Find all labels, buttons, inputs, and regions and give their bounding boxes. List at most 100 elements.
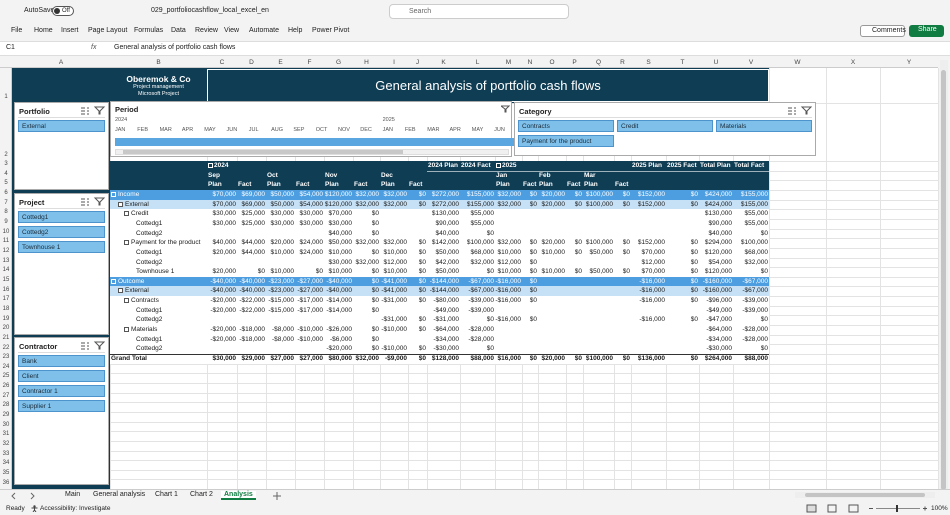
sheet-tab[interactable]: General analysis [93, 491, 146, 498]
ribbon-tab[interactable]: Help [288, 27, 303, 34]
collapse-box[interactable] [111, 191, 116, 197]
slicer-item[interactable]: Payment for the product [518, 135, 614, 147]
row-header[interactable]: 9 [4, 219, 8, 226]
row-header[interactable]: 24 [2, 363, 10, 370]
collapse-box[interactable] [124, 240, 129, 246]
collapse-box[interactable] [496, 163, 501, 168]
zoom-level[interactable]: 100% [931, 505, 948, 512]
row-header[interactable]: 21 [2, 334, 10, 341]
row-header[interactable]: 22 [2, 344, 10, 351]
row-header[interactable]: 1 [4, 93, 8, 100]
timeline-month[interactable]: OCT [315, 127, 328, 133]
timeline-selection[interactable] [115, 138, 515, 146]
column-header[interactable]: F [307, 59, 312, 66]
slicer-item[interactable]: Client [18, 370, 105, 382]
sheet-tab[interactable]: Chart 2 [190, 491, 213, 498]
slicer-controls[interactable] [80, 197, 106, 206]
row-header[interactable]: 2 [4, 151, 8, 158]
collapse-box[interactable] [124, 327, 129, 333]
status-accessibility[interactable]: Accessibility: Investigate [40, 505, 111, 512]
row-header[interactable]: 20 [2, 325, 10, 332]
column-header[interactable]: R [620, 59, 625, 66]
row-header[interactable]: 8 [4, 209, 8, 216]
slicer-controls[interactable] [787, 106, 813, 115]
row-header[interactable]: 15 [2, 276, 10, 283]
row-header[interactable]: 11 [2, 238, 10, 245]
timeline-clear[interactable] [501, 105, 510, 113]
ribbon-tab[interactable]: Page Layout [88, 27, 128, 34]
timeline-month[interactable]: JUL [248, 127, 259, 133]
slicer-item[interactable]: Supplier 1 [18, 400, 105, 412]
column-header[interactable]: A [58, 59, 64, 66]
name-box[interactable]: C1 [6, 44, 15, 51]
slicer-item[interactable]: Contractor 1 [18, 385, 105, 397]
zoom-slider[interactable] [868, 504, 928, 513]
slicer-controls[interactable] [80, 106, 106, 115]
timeline-month[interactable]: JAN [382, 127, 393, 133]
slicer-item[interactable]: Bank [18, 355, 105, 367]
column-header[interactable]: X [850, 59, 856, 66]
ribbon-tab[interactable]: Power Pivot [312, 27, 350, 34]
column-header[interactable]: J [415, 59, 420, 66]
row-header[interactable]: 12 [2, 248, 10, 254]
row-header[interactable]: 31 [2, 431, 10, 438]
column-header[interactable]: M [505, 59, 512, 66]
collapse-box[interactable] [124, 211, 129, 217]
collapse-box[interactable] [208, 163, 213, 168]
collapse-box[interactable] [118, 201, 123, 207]
row-header[interactable]: 35 [2, 469, 10, 476]
timeline-month[interactable]: MAY [204, 127, 216, 133]
column-header[interactable]: O [549, 59, 555, 66]
view-buttons[interactable] [806, 504, 861, 513]
timeline-month[interactable]: JUN [226, 127, 238, 133]
row-header[interactable]: 26 [2, 383, 10, 390]
slicer-item[interactable]: Cottedg1 [18, 211, 105, 223]
row-header[interactable]: 36 [2, 479, 10, 486]
column-header[interactable]: L [475, 59, 480, 66]
sheet-tab[interactable]: Chart 1 [155, 491, 178, 498]
ribbon-tab[interactable]: Home [34, 27, 53, 34]
row-header[interactable]: 27 [2, 392, 10, 399]
row-header[interactable]: 33 [2, 450, 10, 457]
search-box[interactable]: Search [389, 4, 569, 19]
slicer-item[interactable]: External [18, 120, 105, 132]
column-header[interactable]: V [748, 59, 754, 66]
row-header[interactable]: 5 [4, 180, 8, 187]
row-header[interactable]: 6 [4, 190, 8, 197]
row-header[interactable]: 19 [2, 315, 10, 322]
row-header[interactable]: 7 [4, 199, 8, 206]
timeline-month[interactable]: FEB [404, 127, 416, 133]
timeline-month[interactable]: APR [181, 127, 194, 133]
timeline-month[interactable]: MAR [159, 127, 172, 133]
ribbon-tab[interactable]: Insert [61, 27, 79, 34]
column-header[interactable]: W [794, 59, 801, 66]
column-header[interactable]: Q [595, 59, 602, 66]
row-header[interactable]: 29 [2, 412, 10, 419]
row-header[interactable]: 30 [2, 421, 10, 428]
slicer-item[interactable]: Contracts [518, 120, 614, 132]
column-header[interactable]: I [393, 59, 395, 66]
timeline-month[interactable]: AUG [271, 127, 284, 133]
scroll-thumb[interactable] [941, 70, 946, 490]
file-name[interactable]: 029_portfoliocashflow_local_excel_en [151, 7, 269, 14]
sheet-tab[interactable]: Main [65, 491, 81, 498]
row-header[interactable]: 25 [2, 373, 10, 380]
timeline-month[interactable]: MAY [471, 127, 484, 133]
timeline-month[interactable]: MAR [427, 127, 440, 133]
column-header[interactable]: U [713, 59, 719, 66]
column-header[interactable]: S [646, 59, 651, 66]
column-header[interactable]: T [680, 59, 685, 66]
slicer-item[interactable]: Materials [716, 120, 812, 132]
ribbon-tab[interactable]: Automate [249, 27, 279, 34]
timeline-month[interactable]: NOV [338, 127, 350, 133]
column-header[interactable]: D [249, 59, 254, 66]
column-header[interactable]: K [441, 59, 446, 66]
slicer-item[interactable]: Credit [617, 120, 713, 132]
slicer-item[interactable]: Townhouse 1 [18, 241, 105, 253]
column-header[interactable]: P [572, 59, 577, 66]
slicer-item[interactable]: Cottedg2 [18, 226, 105, 238]
row-header[interactable]: 13 [2, 257, 10, 264]
row-header[interactable]: 32 [2, 441, 10, 447]
column-header[interactable]: G [335, 59, 342, 66]
timeline-month[interactable]: SEP [293, 127, 305, 133]
